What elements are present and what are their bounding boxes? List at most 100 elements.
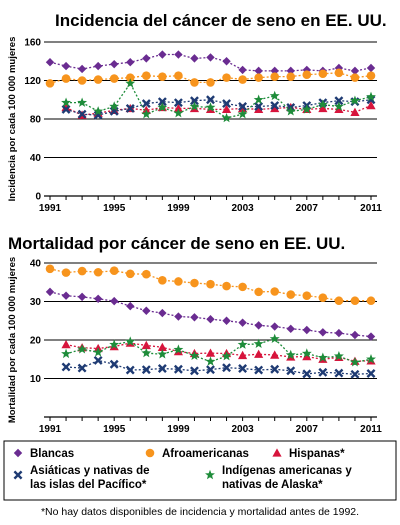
data-point [206, 95, 215, 105]
data-point [141, 99, 151, 109]
data-point [109, 101, 120, 111]
data-point [45, 58, 55, 67]
legend-box [3, 440, 397, 501]
series-line [49, 53, 372, 72]
data-point [270, 103, 280, 113]
data-point [173, 344, 184, 354]
chart-panel-1: Incidencia del cáncer de seno en EE. UU.… [7, 11, 387, 214]
data-point [45, 287, 55, 297]
legend-marker [205, 469, 215, 480]
x-tick-label: 1999 [167, 424, 190, 435]
data-point [366, 95, 376, 105]
data-point [301, 104, 312, 114]
legend-label: nativas de Alaska* [222, 479, 323, 491]
y-axis-label: Incidencia por cada 100 000 mujeres [7, 37, 18, 202]
data-point [350, 330, 360, 340]
data-point [350, 357, 360, 367]
series-line [65, 342, 372, 362]
data-point [157, 364, 167, 373]
legend-item: Asiáticas y nativas de las islas del Pací… [13, 465, 150, 491]
data-point [286, 290, 296, 299]
data-point [93, 347, 104, 357]
data-point [158, 72, 167, 81]
data-point [334, 96, 344, 106]
data-point [174, 71, 183, 80]
data-point [318, 103, 328, 113]
y-tick-label: 0 [35, 192, 41, 203]
data-point [270, 350, 280, 359]
x-tick-label: 1999 [167, 203, 190, 214]
data-point [221, 104, 232, 114]
data-point [302, 325, 311, 335]
legend-marker [13, 448, 23, 458]
data-point [77, 292, 87, 302]
data-point [238, 364, 248, 373]
y-axis-label: Mortalidad por cada 100 000 mujeres [7, 257, 18, 423]
data-point [366, 91, 376, 102]
data-point [77, 109, 87, 119]
data-point [109, 266, 119, 276]
data-point [93, 75, 103, 84]
legend-item: Indígenas americanas y nativas de Alaska* [205, 465, 352, 491]
data-point [286, 324, 295, 334]
data-point [157, 102, 168, 112]
data-point [205, 348, 216, 357]
data-point [206, 365, 215, 375]
data-point [285, 106, 296, 116]
legend-label: Afroamericanas [162, 448, 249, 460]
data-point [286, 366, 296, 376]
data-point [157, 97, 167, 107]
data-point [142, 71, 151, 80]
data-point [189, 350, 200, 360]
data-point [350, 107, 360, 116]
x-tick-label: 2007 [296, 424, 319, 435]
data-point [77, 97, 88, 107]
data-point [238, 350, 248, 360]
data-point [110, 59, 119, 69]
footnote: *No hay datos disponibles de incidencia … [41, 506, 359, 518]
data-point [173, 103, 183, 113]
legend-label: las islas del Pacífico* [30, 479, 147, 491]
data-point [61, 104, 71, 114]
data-point [302, 351, 312, 361]
data-point [125, 73, 135, 82]
data-point [173, 364, 183, 374]
data-point [350, 369, 360, 379]
data-point [350, 296, 360, 306]
data-point [334, 368, 344, 378]
data-point [93, 61, 103, 71]
data-point [269, 333, 280, 344]
data-point [350, 73, 360, 82]
data-point [366, 354, 376, 364]
data-point [205, 356, 216, 366]
data-point [222, 316, 231, 325]
legend-marker [272, 448, 282, 457]
series-2 [45, 68, 376, 88]
x-tick-label: 2011 [360, 203, 382, 214]
data-point [158, 50, 167, 59]
series-5 [61, 78, 376, 123]
data-point [253, 94, 264, 104]
data-point [253, 338, 264, 349]
y-tick-label: 160 [24, 38, 41, 49]
data-point [254, 287, 263, 297]
data-point [190, 313, 199, 322]
data-point [157, 342, 167, 351]
data-point [222, 99, 231, 109]
data-point [109, 339, 120, 349]
series-5 [61, 333, 376, 367]
data-point [61, 102, 71, 112]
data-point [222, 363, 231, 373]
data-point [61, 97, 71, 107]
legend-label: Indígenas americanas y [222, 465, 352, 477]
data-point [141, 340, 151, 350]
data-point [333, 350, 344, 361]
legend-marker [13, 470, 23, 480]
data-point [93, 267, 103, 277]
data-point [222, 73, 231, 82]
legend-label: Hispanas* [289, 448, 345, 460]
data-point [109, 359, 119, 369]
data-point [158, 308, 167, 318]
data-point [302, 291, 312, 301]
data-point [334, 328, 344, 338]
